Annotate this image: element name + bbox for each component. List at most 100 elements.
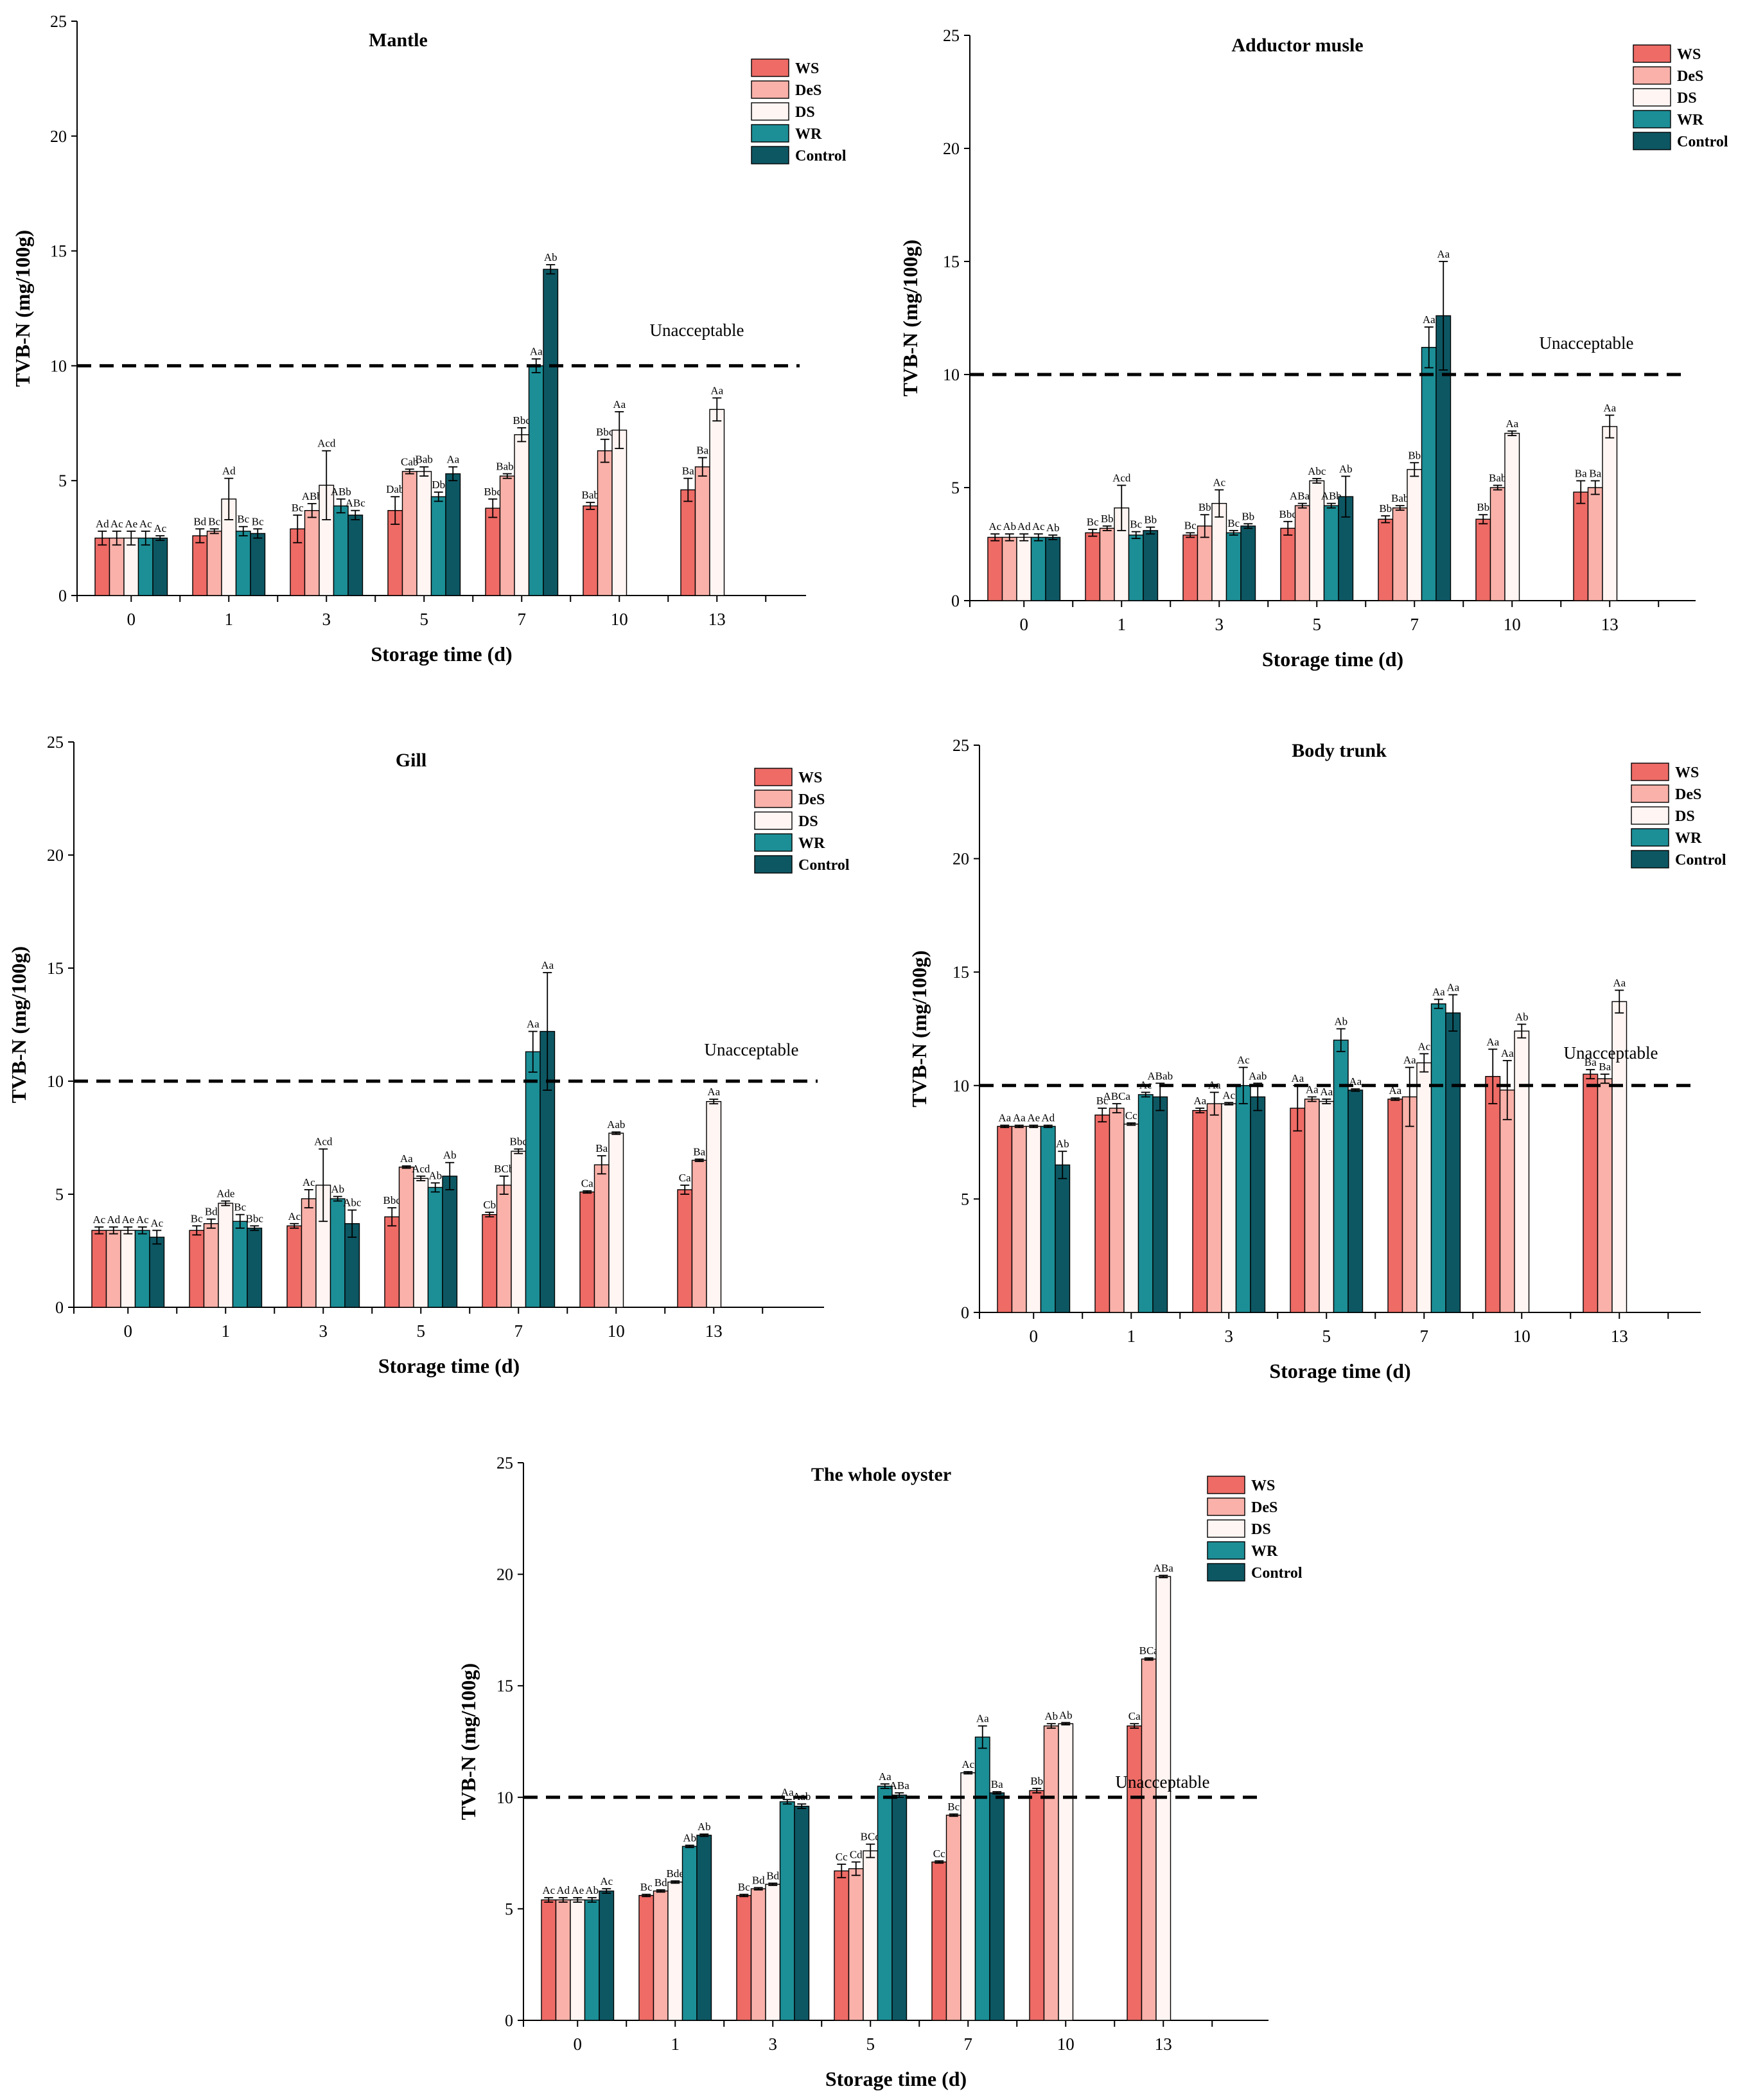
bar-wr — [1030, 536, 1046, 601]
bar-control — [989, 1792, 1005, 2021]
significance-label: Bc — [640, 1881, 653, 1893]
bar-ds — [1416, 1062, 1432, 1313]
x-tick-label: 13 — [708, 610, 726, 629]
legend-swatch-des — [751, 80, 789, 99]
significance-label: Aa — [530, 346, 543, 358]
x-tick-label: 5 — [420, 610, 429, 629]
y-tick-label: 0 — [961, 1303, 969, 1322]
x-tick-label: 1 — [1127, 1327, 1136, 1346]
x-axis-label: Storage time (d) — [1262, 648, 1403, 671]
bar-ds — [863, 1850, 879, 2021]
bar-ws — [680, 489, 696, 596]
significance-label: Bab — [416, 454, 433, 466]
bar-wr — [1137, 1094, 1154, 1313]
legend-label: WS — [795, 60, 819, 77]
legend-label: WS — [1251, 1478, 1275, 1494]
bar-des — [848, 1868, 864, 2021]
significance-label: ABCa — [1103, 1090, 1131, 1102]
significance-label: Ca — [581, 1178, 593, 1190]
bar-des — [1304, 1099, 1320, 1313]
x-tick-label: 13 — [1601, 615, 1619, 634]
significance-label: Bd — [193, 515, 206, 527]
bar-ds — [1016, 536, 1032, 601]
bar-des — [750, 1888, 766, 2021]
bar-wr — [1040, 1125, 1056, 1313]
significance-label: Bbc — [246, 1212, 264, 1224]
bar-des — [1401, 1096, 1418, 1313]
significance-label: BCb — [494, 1163, 514, 1175]
significance-label: Ac — [542, 1884, 555, 1896]
bar-wr — [427, 1187, 443, 1308]
significance-label: Ab — [428, 1169, 442, 1181]
bar-des — [1099, 527, 1115, 601]
bar-ws — [1475, 518, 1491, 601]
significance-label: Aa — [1603, 401, 1616, 414]
significance-label: ABb — [1321, 490, 1342, 502]
significance-label: Aa — [1501, 1047, 1514, 1059]
bar-wr — [134, 1230, 150, 1308]
significance-label: Ad — [107, 1213, 120, 1226]
significance-label: Bb — [1242, 510, 1254, 522]
legend-label: WR — [1251, 1543, 1278, 1560]
bar-wr — [1323, 505, 1339, 601]
legend: WS DeS DS WR Control — [1207, 1476, 1303, 1582]
threshold-label: Unacceptable — [650, 321, 744, 340]
chart-title: Body trunk — [1292, 740, 1387, 761]
significance-label: Abc — [343, 1197, 362, 1209]
bar-ws — [1094, 1115, 1110, 1313]
significance-label: Bb — [1477, 501, 1489, 513]
bar-ds — [611, 429, 628, 596]
x-tick-label: 7 — [514, 1321, 523, 1341]
bar-ws — [286, 1225, 303, 1308]
bar-des — [1043, 1725, 1059, 2021]
y-tick-label: 0 — [505, 2011, 513, 2030]
legend-label: Control — [798, 857, 850, 874]
bar-ws — [91, 1230, 107, 1308]
bar-control — [1240, 525, 1256, 601]
threshold-label: Unacceptable — [705, 1040, 799, 1059]
x-tick-label: 5 — [1322, 1327, 1331, 1346]
significance-label: Bab — [1489, 472, 1506, 484]
significance-label: Ba — [693, 1145, 705, 1158]
significance-label: Bbc — [596, 426, 614, 438]
y-tick-label: 10 — [943, 366, 960, 384]
bar-control — [250, 533, 266, 596]
significance-label: Bc — [1096, 1095, 1109, 1107]
significance-label: Bc — [1184, 519, 1197, 531]
significance-label: Bbc — [510, 1136, 528, 1148]
x-tick-label: 13 — [705, 1321, 723, 1341]
x-tick-label: 7 — [518, 610, 527, 629]
legend-swatch-ds — [1207, 1519, 1245, 1538]
significance-label: Ab — [1046, 522, 1060, 534]
significance-label: Aa — [1432, 986, 1445, 998]
bar-ws — [192, 535, 208, 596]
y-axis-label: TVB-N (mg/100g) — [11, 230, 34, 387]
legend-swatch-ws — [751, 58, 789, 77]
x-tick-label: 1 — [1118, 615, 1127, 634]
significance-label: Bbc — [513, 414, 531, 427]
significance-label: Ba — [1575, 467, 1587, 479]
y-tick-label: 0 — [55, 1298, 64, 1317]
significance-label: Aa — [976, 1713, 989, 1725]
y-tick-label: 5 — [58, 472, 67, 490]
legend-label: Control — [1251, 1565, 1303, 1582]
legend-swatch-ds — [751, 102, 789, 121]
significance-label: Bb — [1030, 1775, 1043, 1787]
bar-control — [1445, 1012, 1461, 1313]
bar-des — [1294, 505, 1310, 601]
legend-label: Control — [795, 148, 847, 164]
significance-label: Ac — [961, 1758, 974, 1770]
bar-wr — [974, 1736, 990, 2021]
x-tick-label: 1 — [225, 610, 234, 629]
bar-control — [599, 1890, 615, 2021]
bar-ds — [765, 1884, 781, 2021]
x-tick-label: 7 — [1410, 615, 1419, 634]
x-tick-label: 10 — [608, 1321, 625, 1341]
x-axis-label: Storage time (d) — [378, 1354, 520, 1377]
significance-label: Ac — [1213, 477, 1225, 489]
threshold-label: Unacceptable — [1116, 1772, 1210, 1792]
bar-des — [1489, 487, 1505, 601]
legend-label: DS — [798, 813, 818, 830]
bar-des — [1011, 1125, 1027, 1313]
